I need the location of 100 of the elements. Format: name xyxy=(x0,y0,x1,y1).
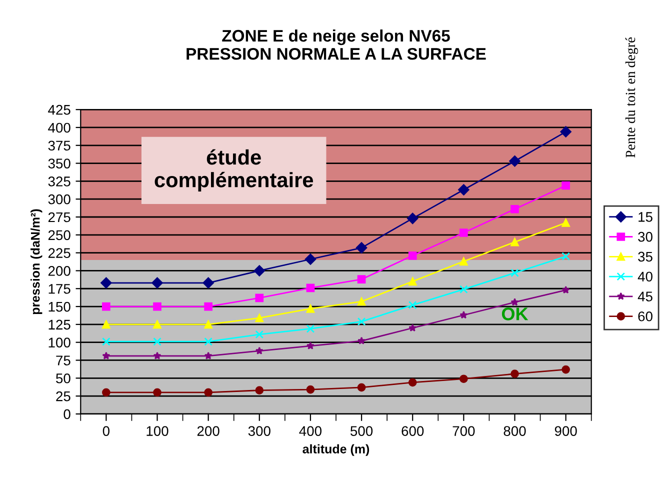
band-label: OK xyxy=(502,308,528,320)
x-tick-label: 0 xyxy=(102,426,110,436)
point xyxy=(306,284,315,292)
y-tick-label: 100 xyxy=(48,338,70,348)
point xyxy=(255,386,264,394)
point xyxy=(153,302,162,311)
point xyxy=(204,320,212,329)
point xyxy=(562,181,570,190)
point xyxy=(204,352,212,360)
point xyxy=(356,242,368,254)
point xyxy=(357,383,366,392)
y-tick-label: 75 xyxy=(56,356,70,366)
point xyxy=(407,212,418,224)
point xyxy=(306,324,315,333)
point xyxy=(204,388,212,397)
point xyxy=(306,304,315,313)
y-tick-label: 50 xyxy=(56,373,70,384)
x-tick-label: 900 xyxy=(554,426,577,436)
x-tick-label: 600 xyxy=(402,426,424,436)
x-tick-label: 500 xyxy=(350,426,373,436)
point xyxy=(510,238,519,246)
point xyxy=(408,300,417,310)
point xyxy=(204,302,212,311)
point xyxy=(408,378,417,387)
chart-title: ZONE E de neige selon NV65 PRESSION NORMALE A LA SURFACE xyxy=(186,29,486,60)
point xyxy=(562,365,570,374)
band-label: étude complémentaire xyxy=(154,149,314,192)
x-tick-label: 800 xyxy=(504,426,526,436)
point xyxy=(153,352,162,360)
y-axis-title: pression (daN/m²) xyxy=(30,209,42,314)
y-tick-label: 250 xyxy=(48,230,70,240)
x-tick-label: 300 xyxy=(248,426,270,436)
legend-label: 35 xyxy=(638,252,652,262)
y-tick-label: 300 xyxy=(48,194,70,204)
y-tick-label: 375 xyxy=(48,140,70,151)
point xyxy=(510,268,519,278)
point xyxy=(460,228,468,237)
legend-label: 45 xyxy=(638,292,652,302)
point xyxy=(255,330,264,339)
point xyxy=(306,385,315,394)
y-tick-label: 150 xyxy=(48,302,70,312)
point xyxy=(510,370,519,378)
y-tick-label: 0 xyxy=(64,409,70,420)
point xyxy=(153,388,162,397)
y-tick-label: 225 xyxy=(48,248,70,258)
point xyxy=(358,336,366,344)
point xyxy=(510,204,519,214)
y-tick-label: 175 xyxy=(48,284,70,294)
point xyxy=(255,346,264,354)
point xyxy=(562,252,570,261)
point xyxy=(460,310,468,319)
point xyxy=(560,126,572,138)
legend-label: 60 xyxy=(638,311,652,322)
point xyxy=(408,252,417,260)
x-tick-label: 400 xyxy=(299,426,322,436)
point xyxy=(562,286,570,294)
x-axis-title: altitude (m) xyxy=(302,444,370,456)
y-tick-label: 350 xyxy=(48,158,70,168)
point xyxy=(102,337,110,346)
y-tick-label: 325 xyxy=(48,176,70,186)
point xyxy=(255,314,264,322)
point xyxy=(255,294,264,302)
point xyxy=(460,285,468,294)
point xyxy=(510,298,519,306)
point xyxy=(408,324,417,332)
point xyxy=(460,374,468,384)
y-tick-label: 125 xyxy=(48,320,70,330)
point xyxy=(458,184,470,196)
y-tick-label: 200 xyxy=(48,266,70,276)
legend-label: 40 xyxy=(638,272,652,282)
y-tick-label: 400 xyxy=(48,122,70,133)
point xyxy=(408,277,417,286)
point xyxy=(357,297,366,306)
point xyxy=(152,277,163,288)
point xyxy=(460,257,468,266)
legend-title: Pente du toit en degré xyxy=(625,37,638,158)
point xyxy=(357,317,366,326)
point xyxy=(102,352,110,360)
point xyxy=(102,302,110,311)
point xyxy=(562,218,570,227)
point xyxy=(254,265,265,276)
point xyxy=(306,342,314,350)
point xyxy=(357,275,366,284)
point xyxy=(509,156,520,167)
y-tick-label: 425 xyxy=(48,104,70,115)
point xyxy=(102,320,110,329)
x-tick-label: 100 xyxy=(146,426,168,436)
point xyxy=(100,277,112,288)
x-tick-label: 700 xyxy=(452,426,475,436)
point xyxy=(153,337,162,346)
y-tick-label: 25 xyxy=(56,391,70,402)
point xyxy=(202,277,214,288)
point xyxy=(304,254,316,265)
point xyxy=(102,388,110,397)
x-tick-label: 200 xyxy=(197,426,220,436)
legend-label: 30 xyxy=(638,232,652,242)
y-tick-label: 275 xyxy=(48,212,70,222)
legend-label: 15 xyxy=(638,212,652,222)
point xyxy=(153,320,162,329)
point xyxy=(204,337,212,346)
